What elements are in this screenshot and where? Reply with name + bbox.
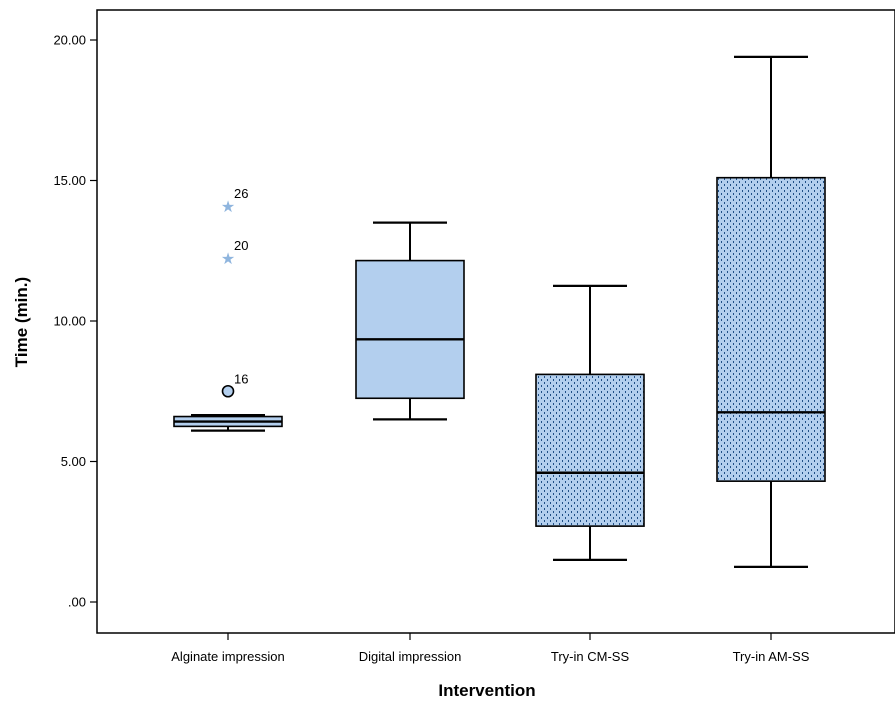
- y-tick-label: 15.00: [53, 173, 86, 188]
- outlier-label: 16: [234, 371, 248, 386]
- y-tick-label: 5.00: [61, 454, 86, 469]
- outlier-star: ★: [221, 249, 235, 268]
- outlier-circle: [221, 384, 235, 398]
- box-group: [535, 284, 645, 561]
- x-tick-label: Try-in AM-SS: [733, 649, 810, 664]
- box-group: [716, 55, 826, 568]
- x-tick-label: Try-in CM-SS: [551, 649, 630, 664]
- y-tick-label: 10.00: [53, 314, 86, 329]
- y-tick-label: 20.00: [53, 33, 86, 48]
- box-iqr: [716, 176, 826, 482]
- x-axis-title: Intervention: [438, 681, 535, 700]
- y-tick-label: .00: [68, 595, 86, 610]
- box-iqr: [535, 373, 645, 527]
- box-iqr: [355, 259, 465, 400]
- box-group: 16★20★26: [173, 186, 283, 432]
- x-axis: Alginate impression Digital impression Try…: [171, 633, 810, 664]
- box-group: [355, 221, 465, 421]
- outlier-star: ★: [221, 197, 235, 216]
- y-axis: .00 5.00 10.00 15.00 20.00: [53, 33, 97, 610]
- outlier-label: 26: [234, 186, 248, 201]
- x-tick-label: Alginate impression: [171, 649, 284, 664]
- box-series: 16★20★26: [173, 55, 826, 568]
- outlier-label: 20: [234, 238, 248, 253]
- x-tick-label: Digital impression: [359, 649, 462, 664]
- y-axis-title: Time (min.): [12, 277, 31, 367]
